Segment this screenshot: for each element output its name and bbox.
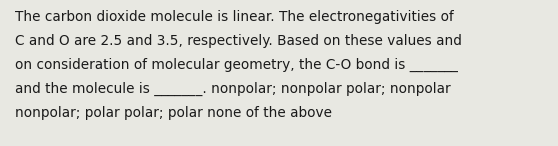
Text: and the molecule is _______. nonpolar; nonpolar polar; nonpolar: and the molecule is _______. nonpolar; n… <box>15 82 451 96</box>
Text: C and O are 2.5 and 3.5, respectively. Based on these values and: C and O are 2.5 and 3.5, respectively. B… <box>15 34 462 48</box>
Text: nonpolar; polar polar; polar none of the above: nonpolar; polar polar; polar none of the… <box>15 106 332 120</box>
Text: on consideration of molecular geometry, the C-O bond is _______: on consideration of molecular geometry, … <box>15 58 458 72</box>
Text: The carbon dioxide molecule is linear. The electronegativities of: The carbon dioxide molecule is linear. T… <box>15 10 454 24</box>
